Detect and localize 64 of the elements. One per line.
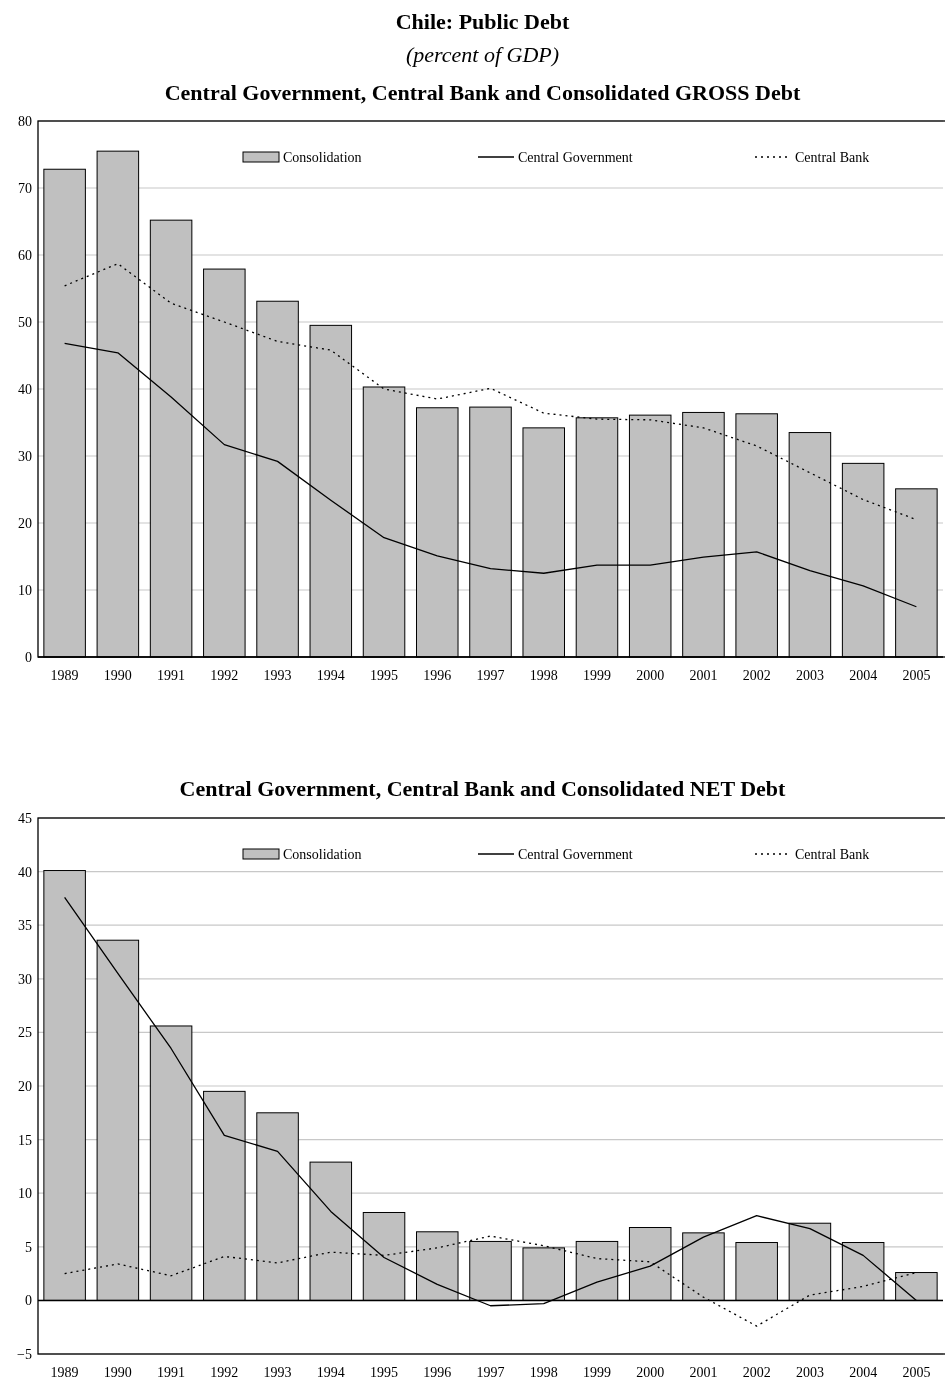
x-tick-label: 2002 — [742, 1365, 771, 1380]
x-tick-label: 1999 — [582, 668, 611, 683]
y-tick-label: 35 — [18, 918, 32, 934]
y-tick-label: 5 — [25, 1239, 32, 1255]
x-tick-label: 1993 — [263, 668, 292, 683]
x-tick-label: 1999 — [582, 1365, 611, 1380]
x-tick-label: 1992 — [210, 1365, 239, 1380]
y-tick-label: 25 — [18, 1025, 32, 1041]
y-tick-label: 20 — [18, 1078, 32, 1094]
chart-title: Central Government, Central Bank and Consolidated NET Debt — [179, 776, 787, 801]
chart-title: Chile: Public Debt — [395, 9, 570, 34]
y-tick-label: 80 — [18, 113, 32, 129]
x-tick-label: 1989 — [50, 668, 79, 683]
legend-label: Central Government — [518, 149, 633, 165]
y-tick-label: 0 — [25, 1293, 32, 1309]
legend-label: Consolidation — [283, 846, 362, 862]
x-tick-label: 2005 — [902, 1365, 931, 1380]
y-tick-label: 40 — [18, 864, 32, 880]
y-tick-label: 15 — [18, 1132, 32, 1148]
y-tick-label: 10 — [18, 582, 32, 598]
x-tick-label: 1998 — [529, 1365, 558, 1380]
y-tick-label: 50 — [18, 314, 32, 330]
x-tick-label: 2005 — [902, 668, 931, 683]
y-tick-label: 60 — [18, 247, 32, 263]
legend-label: Central Bank — [795, 846, 870, 862]
x-tick-label: 2000 — [636, 1365, 665, 1380]
legend-label: Consolidation — [283, 149, 362, 165]
x-tick-label: 1996 — [423, 668, 452, 683]
legend-label: Central Bank — [795, 149, 870, 165]
y-tick-label: 40 — [18, 381, 32, 397]
y-tick-label: 45 — [18, 810, 32, 826]
x-tick-label: 1992 — [210, 668, 239, 683]
x-tick-label: 1995 — [370, 1365, 399, 1380]
x-tick-label: 2001 — [689, 1365, 718, 1380]
y-tick-label: −5 — [17, 1346, 32, 1362]
y-tick-label: 30 — [18, 971, 32, 987]
chart-subtitle: (percent of GDP) — [405, 42, 560, 67]
y-tick-label: 30 — [18, 448, 32, 464]
y-tick-label: 10 — [18, 1186, 32, 1202]
x-tick-label: 2003 — [795, 668, 824, 683]
x-tick-label: 1990 — [103, 668, 132, 683]
x-tick-label: 2002 — [742, 668, 771, 683]
x-tick-label: 2000 — [636, 668, 665, 683]
y-tick-label: 20 — [18, 515, 32, 531]
y-tick-label: 0 — [25, 649, 32, 665]
x-tick-label: 1994 — [316, 1365, 345, 1380]
x-tick-label: 1994 — [316, 668, 345, 683]
x-tick-label: 1991 — [157, 668, 186, 683]
legend-label: Central Government — [518, 846, 633, 862]
x-tick-label: 2004 — [849, 668, 878, 683]
x-tick-label: 1989 — [50, 1365, 79, 1380]
x-tick-label: 1998 — [529, 668, 558, 683]
x-tick-label: 1997 — [476, 668, 505, 683]
x-tick-label: 2004 — [849, 1365, 878, 1380]
x-tick-label: 1993 — [263, 1365, 292, 1380]
x-tick-label: 2003 — [795, 1365, 824, 1380]
text: Central Government, Central Bank and Consolidated GROSS Debt — [164, 80, 801, 105]
x-tick-label: 1997 — [476, 1365, 505, 1380]
x-tick-label: 1996 — [423, 1365, 452, 1380]
y-tick-label: 70 — [18, 180, 32, 196]
x-tick-label: 1991 — [157, 1365, 186, 1380]
x-tick-label: 2001 — [689, 668, 718, 683]
x-tick-label: 1990 — [103, 1365, 132, 1380]
x-tick-label: 1995 — [370, 668, 399, 683]
